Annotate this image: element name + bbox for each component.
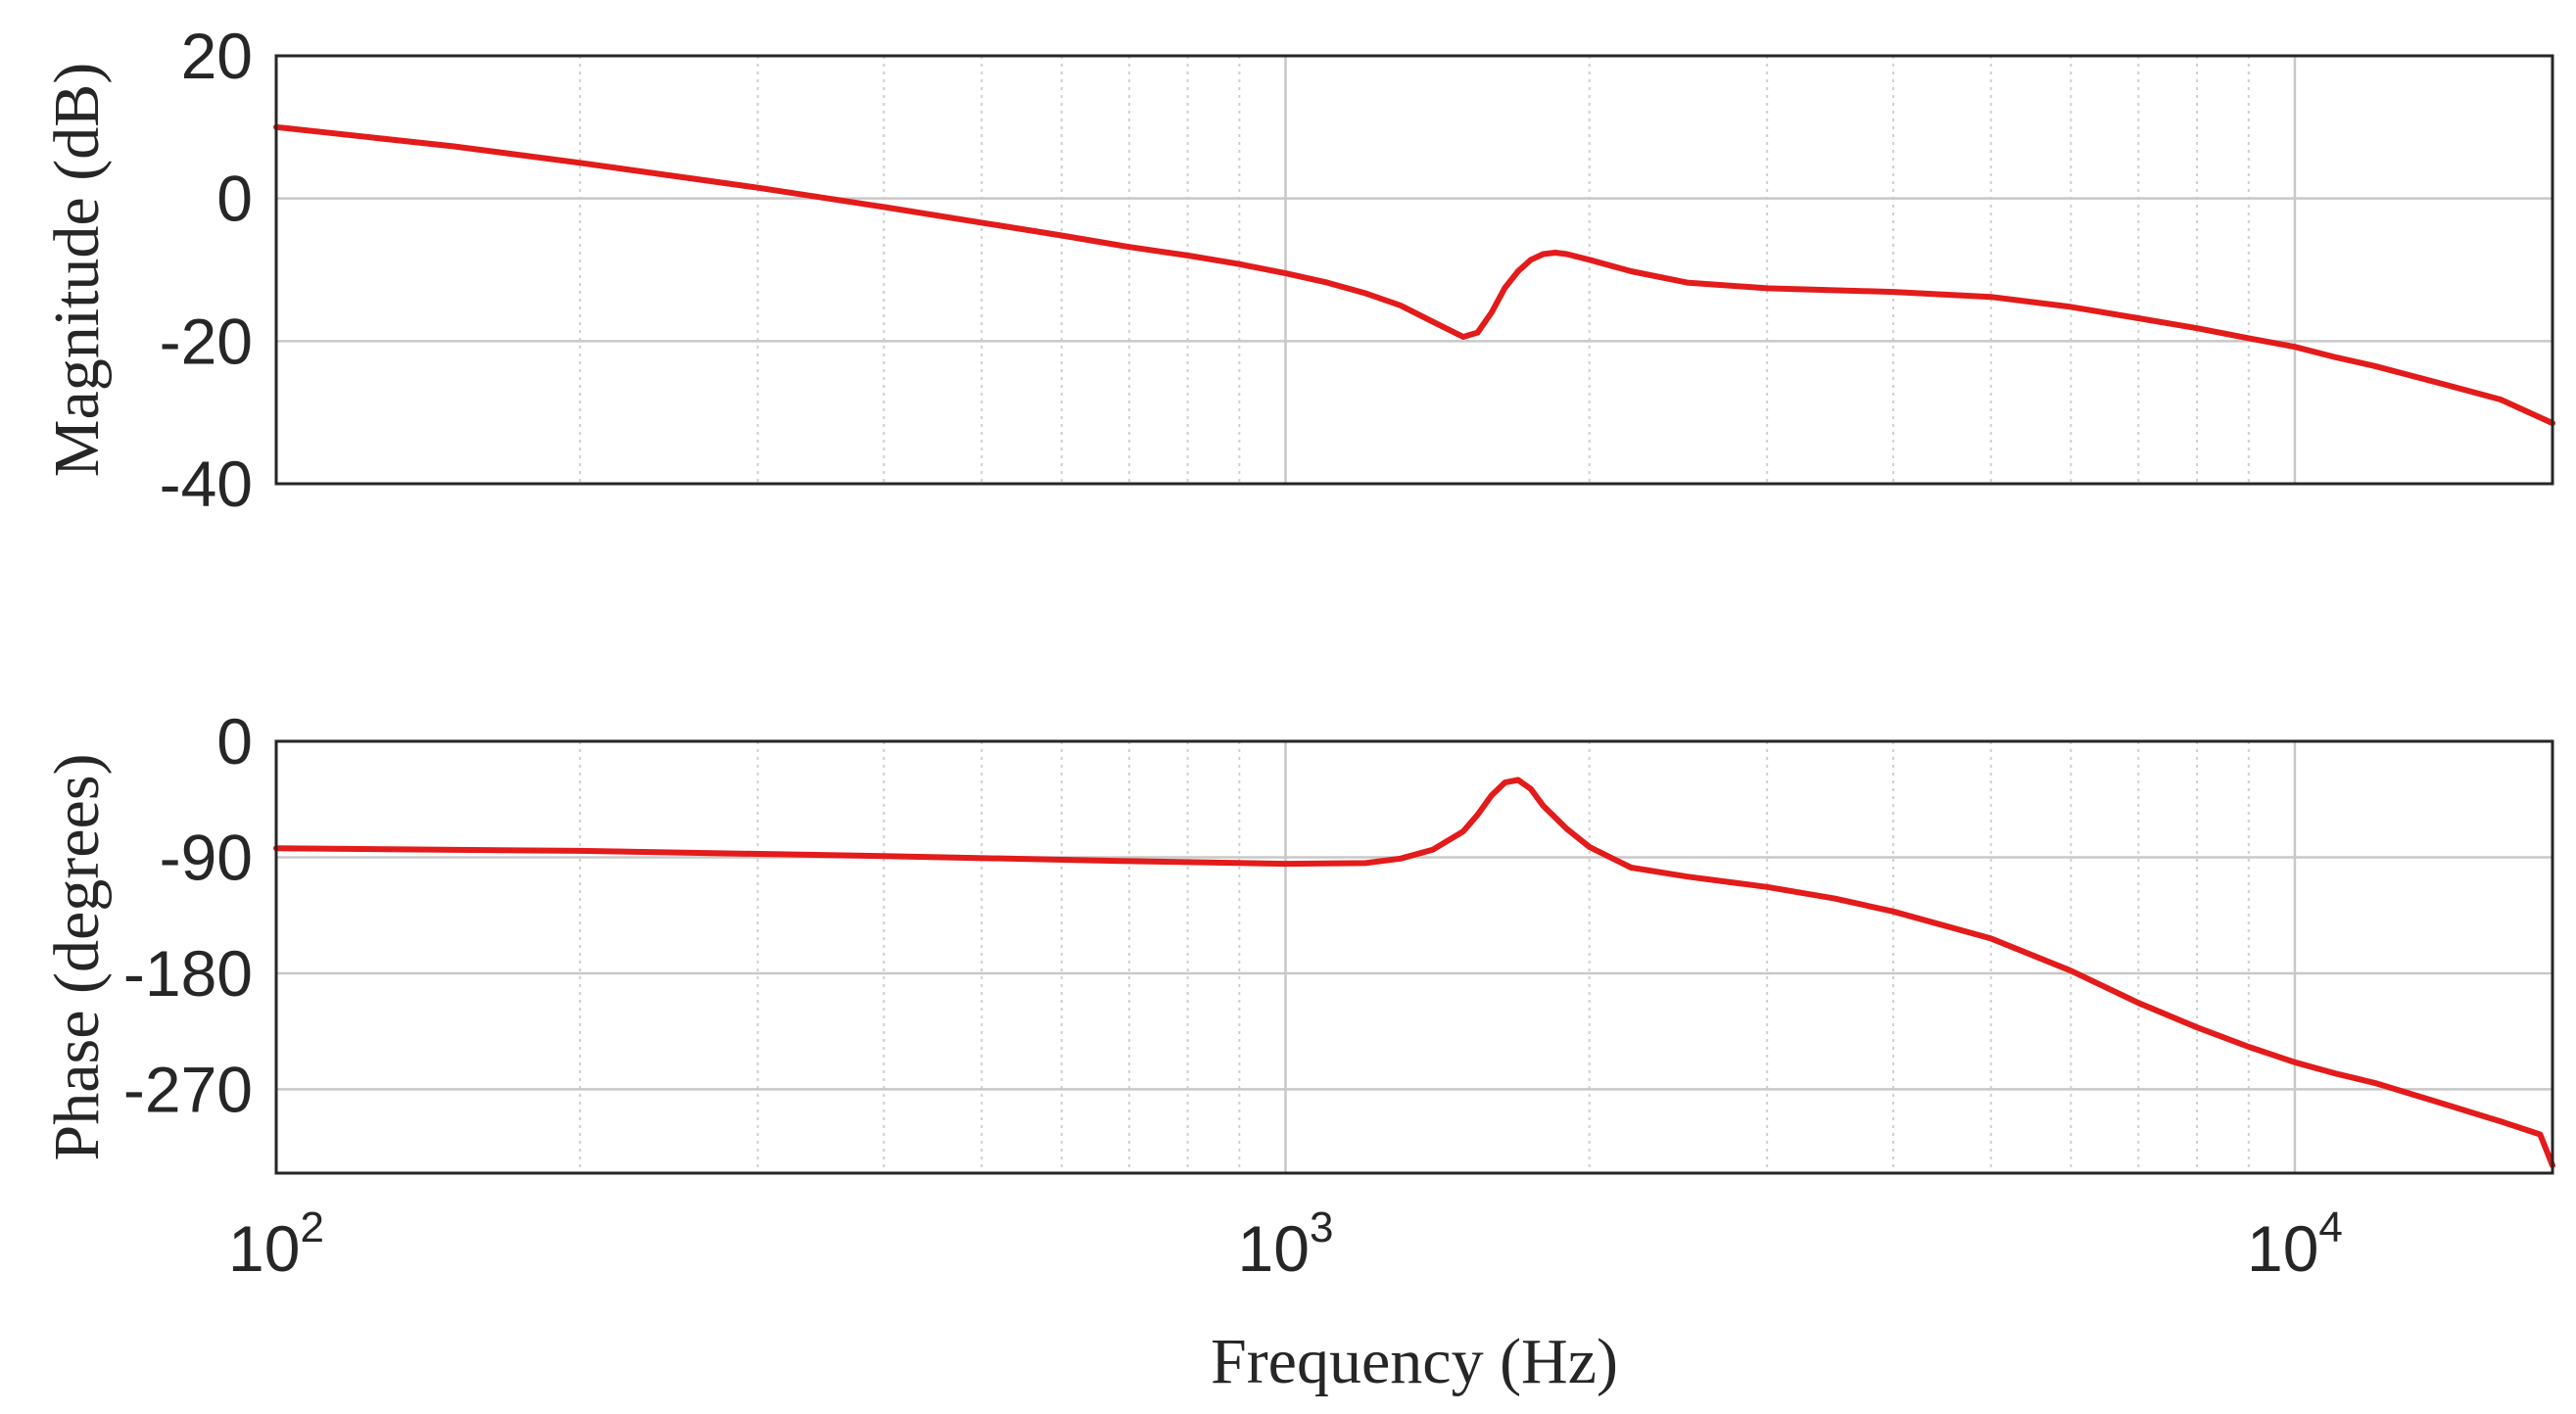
magnitude-y-ticks: 20 0 -20 -40 xyxy=(160,20,253,520)
phase-y-ticks: 0 -90 -180 -270 xyxy=(123,705,253,1125)
x-tick-label: 102 xyxy=(228,1203,324,1285)
phase-grid xyxy=(276,741,2552,1173)
x-tick-label: 104 xyxy=(2247,1203,2343,1285)
phase-x-ticks: 102 103 104 xyxy=(228,1203,2343,1285)
magnitude-axes-frame xyxy=(274,54,2554,486)
phase-curve xyxy=(273,777,2555,1169)
y-tick-label: 0 xyxy=(216,163,253,235)
phase-panel: 0 -90 -180 -270 Phase (degrees) 102 103 104 F… xyxy=(41,705,2555,1397)
magnitude-curve xyxy=(273,123,2555,427)
y-tick-label: -270 xyxy=(123,1053,253,1125)
y-tick-label: -90 xyxy=(160,821,253,893)
x-tick-label: 103 xyxy=(1238,1203,1334,1285)
y-tick-label: -20 xyxy=(160,305,253,377)
y-tick-label: 20 xyxy=(181,20,253,92)
magnitude-grid xyxy=(276,56,2552,484)
phase-y-axis-label: Phase (degrees) xyxy=(41,754,113,1161)
y-tick-label: -180 xyxy=(123,937,253,1010)
y-tick-label: 0 xyxy=(216,705,253,778)
y-tick-label: -40 xyxy=(160,448,253,520)
magnitude-panel: 20 0 -20 -40 Magnitude (dB) xyxy=(41,20,2555,520)
x-axis-label: Frequency (Hz) xyxy=(1211,1326,1618,1397)
phase-axes-frame xyxy=(274,739,2554,1175)
magnitude-y-axis-label: Magnitude (dB) xyxy=(41,63,113,477)
